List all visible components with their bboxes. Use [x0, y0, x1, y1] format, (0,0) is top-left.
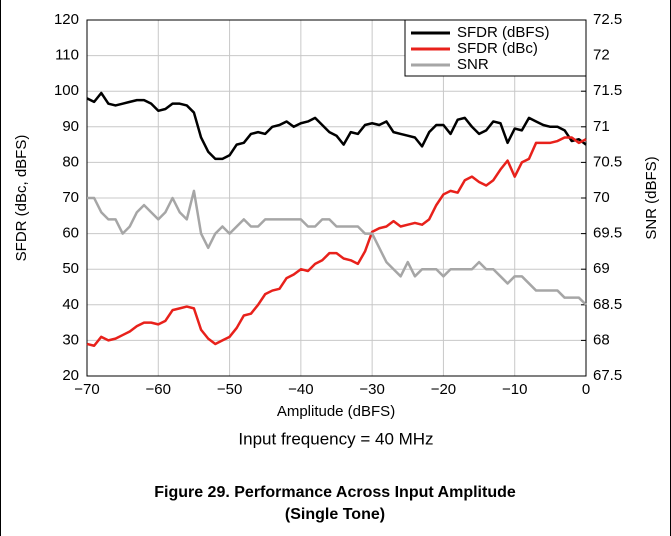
y-tick-label: 120	[54, 11, 79, 28]
chart-title: Figure 29. Performance Across Input Ampl…	[154, 484, 516, 523]
y2-tick-label: 69	[593, 260, 610, 277]
y2-tick-label: 68	[593, 331, 610, 348]
series-line	[86, 91, 587, 161]
y2-axis-label: SNR (dBFS)	[643, 156, 660, 239]
y2-tick-label: 72	[593, 47, 610, 64]
y-tick-label: 70	[62, 189, 79, 206]
y2-tick-label: 70.5	[593, 153, 622, 170]
y2-tick-label: 71	[593, 118, 610, 135]
y-tick-label: 20	[62, 367, 79, 384]
y-tick-label: 30	[62, 331, 79, 348]
series-line	[86, 136, 587, 347]
series-line	[87, 189, 587, 306]
legend-label: SFDR (dBFS)	[457, 24, 550, 41]
x-tick-label: 0	[582, 381, 590, 398]
y-tick-label: 90	[62, 118, 79, 135]
x-axis-label: Amplitude (dBFS)	[277, 403, 395, 420]
y2-tick-label: 68.5	[593, 296, 622, 313]
y-tick-label: 100	[54, 82, 79, 99]
y-tick-label: 60	[62, 225, 79, 242]
legend-label: SNR	[457, 56, 489, 73]
x-tick-label: −70	[74, 381, 99, 398]
y2-tick-label: 69.5	[593, 225, 622, 242]
y2-tick-label: 70	[593, 189, 610, 206]
y-tick-label: 110	[55, 47, 79, 64]
subtitle: Input frequency = 40 MHz	[238, 429, 433, 448]
y-tick-label: 80	[62, 153, 79, 170]
x-tick-label: −20	[431, 381, 456, 398]
y-tick-label: 50	[62, 260, 79, 277]
y-tick-label: 40	[62, 296, 79, 313]
y2-tick-label: 71.5	[593, 82, 622, 99]
legend-label: SFDR (dBc)	[457, 40, 538, 57]
x-tick-label: −40	[288, 381, 313, 398]
y-axis-label: SFDR (dBc, dBFS)	[13, 135, 30, 262]
y2-tick-label: 67.5	[593, 367, 622, 384]
x-tick-label: −60	[146, 381, 171, 398]
x-tick-label: −10	[502, 381, 527, 398]
x-tick-label: −30	[359, 381, 384, 398]
x-tick-label: −50	[217, 381, 242, 398]
y2-tick-label: 72.5	[593, 11, 622, 28]
